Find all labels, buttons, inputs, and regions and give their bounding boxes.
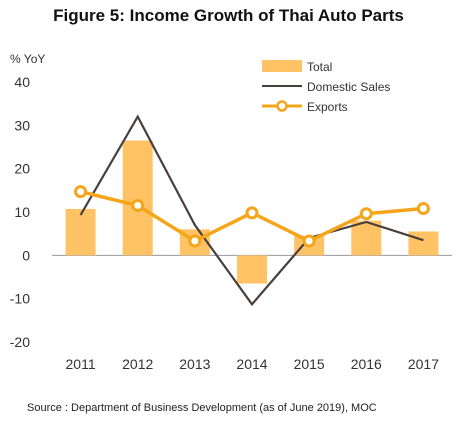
y-tick-label: 40 bbox=[14, 74, 30, 90]
y-tick-label: 20 bbox=[14, 161, 30, 177]
legend-label-total: Total bbox=[307, 60, 332, 74]
x-tick-label: 2012 bbox=[122, 356, 153, 372]
y-axis-label: % YoY bbox=[10, 52, 45, 66]
x-tick-label: 2011 bbox=[66, 356, 96, 372]
bar-total-2012 bbox=[122, 140, 153, 256]
bar-total-2014 bbox=[237, 255, 267, 284]
chart-title: Figure 5: Income Growth of Thai Auto Par… bbox=[53, 6, 404, 25]
y-tick-label: -10 bbox=[10, 291, 30, 307]
y-ticks: -20 -10 0 10 20 30 40 bbox=[10, 74, 30, 350]
point-exports-2014 bbox=[245, 206, 259, 220]
legend-label-domestic: Domestic Sales bbox=[307, 80, 390, 94]
point-exports-2013 bbox=[188, 234, 202, 248]
legend-marker-exports bbox=[276, 100, 288, 112]
y-tick-label: 10 bbox=[14, 204, 30, 220]
bar-total-2017 bbox=[408, 231, 439, 256]
point-exports-2012 bbox=[131, 199, 145, 212]
y-tick-label: 30 bbox=[14, 117, 30, 133]
legend: Total Domestic Sales Exports bbox=[262, 60, 390, 114]
point-exports-2017 bbox=[416, 202, 430, 216]
y-tick-label: -20 bbox=[10, 334, 30, 350]
legend-label-exports: Exports bbox=[307, 100, 348, 114]
x-tick-label: 2014 bbox=[236, 356, 267, 372]
line-domestic-sales bbox=[79, 114, 424, 307]
x-tick-label: 2015 bbox=[294, 356, 325, 372]
source-note: Source : Department of Business Developm… bbox=[27, 402, 377, 414]
y-tick-label: 0 bbox=[22, 247, 30, 263]
point-exports-2016 bbox=[359, 207, 373, 221]
series-lines bbox=[74, 114, 430, 307]
point-exports-2015 bbox=[302, 234, 316, 248]
x-ticks: 2011 2012 2013 2014 2015 2016 2017 bbox=[66, 356, 440, 372]
x-tick-label: 2016 bbox=[351, 356, 382, 372]
point-exports-2011 bbox=[74, 185, 88, 199]
bar-total-2011 bbox=[65, 208, 96, 256]
bar-total-2016 bbox=[351, 220, 382, 256]
x-tick-label: 2013 bbox=[179, 356, 210, 372]
x-tick-label: 2017 bbox=[408, 356, 439, 372]
legend-swatch-total bbox=[262, 60, 302, 72]
